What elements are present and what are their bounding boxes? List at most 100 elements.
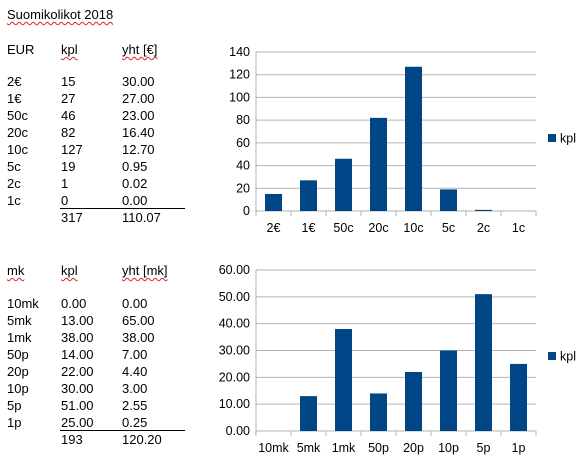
sum-cell: 0.95 [122,159,148,174]
x-tick-label: 50c [333,221,353,235]
denomination-cell: 20p [7,364,29,379]
header-eur: EUR [7,42,35,57]
bar-1p [510,363,527,431]
sum-cell: 0.00 [122,296,148,311]
x-tick-label: 10p [438,441,459,455]
y-tick-label: 20.00 [219,370,250,384]
bar-1mk [335,329,352,431]
denomination-cell: 50p [7,347,29,362]
sum-cell: 4.40 [122,364,148,379]
header-kpl: kpl [61,42,78,57]
sum-cell: 38.00 [122,330,155,345]
x-tick-label: 10c [403,221,423,235]
count-cell: 27 [61,91,76,106]
totals-rule [60,208,185,209]
bar-5p [475,294,492,431]
x-tick-label: 5c [442,221,455,235]
legend-label: kpl [560,132,576,146]
y-tick-label: 0 [243,204,250,218]
count-cell: 1 [61,176,69,191]
legend-swatch [548,134,556,142]
y-tick-label: 30.00 [219,344,250,358]
denomination-cell: 5mk [7,313,32,328]
total-sum: 110.07 [122,210,161,225]
sheet-title: Suomikolikot 2018 [7,7,114,22]
denomination-cell: 10mk [7,296,39,311]
bar-5c [440,189,457,211]
bar-10c [405,66,422,211]
x-tick-label: 50p [368,441,389,455]
x-tick-label: 1mk [332,441,356,455]
header-kpl: kpl [61,263,78,278]
denomination-cell: 5p [7,398,22,413]
y-tick-label: 50.00 [219,290,250,304]
x-tick-label: 5p [477,441,491,455]
x-tick-label: 5mk [297,441,321,455]
total-kpl: 193 [61,432,83,447]
total-kpl: 317 [61,210,83,225]
y-tick-label: 40.00 [219,317,250,331]
y-tick-label: 60 [236,136,250,150]
count-cell: 25.00 [61,415,94,430]
y-tick-label: 40 [236,159,250,173]
count-cell: 38.00 [61,330,94,345]
bar-50c [335,158,352,211]
bar-10p [440,350,457,431]
denomination-cell: 1c [7,193,21,208]
bar-50p [370,393,387,431]
count-cell: 51.00 [61,398,94,413]
y-tick-label: 100 [229,90,250,104]
header-total: yht [mk] [122,263,168,278]
sum-cell: 0.02 [122,176,148,191]
count-cell: 0.00 [61,296,87,311]
sum-cell: 27.00 [122,91,155,106]
legend-label: kpl [560,350,576,364]
x-tick-label: 20p [403,441,424,455]
header-total: yht [€] [122,42,158,57]
x-tick-label: 1p [512,441,526,455]
count-cell: 19 [61,159,76,174]
bar-5mk [300,396,317,431]
denomination-cell: 2€ [7,74,22,89]
denomination-cell: 1mk [7,330,32,345]
denomination-cell: 20c [7,125,28,140]
x-tick-label: 2€ [267,221,281,235]
count-cell: 15 [61,74,76,89]
totals-rule [60,430,185,431]
y-tick-label: 140 [229,45,250,59]
y-tick-label: 80 [236,113,250,127]
denomination-cell: 10p [7,381,29,396]
total-sum: 120.20 [122,432,162,447]
sum-cell: 12.70 [122,142,155,157]
count-cell: 0 [61,193,69,208]
header-mk: mk [7,263,25,278]
x-tick-label: 2c [477,221,490,235]
bar-20c [370,117,387,211]
bar-1€ [300,180,317,211]
count-cell: 82 [61,125,76,140]
sum-cell: 23.00 [122,108,155,123]
sum-cell: 3.00 [122,381,148,396]
bar-20p [405,371,422,431]
sum-cell: 30.00 [122,74,155,89]
x-tick-label: 20c [368,221,388,235]
bar-2€ [265,193,282,211]
y-tick-label: 60.00 [219,263,250,277]
count-cell: 127 [61,142,83,157]
count-cell: 30.00 [61,381,94,396]
denomination-cell: 50c [7,108,28,123]
sum-cell: 16.40 [122,125,155,140]
bar-2c [475,209,492,211]
y-tick-label: 10.00 [219,397,250,411]
count-cell: 22.00 [61,364,94,379]
legend-swatch [548,352,556,360]
denomination-cell: 1€ [7,91,22,106]
denomination-cell: 10c [7,142,28,157]
x-tick-label: 1€ [302,221,316,235]
denomination-cell: 2c [7,176,21,191]
sum-cell: 7.00 [122,347,148,362]
x-tick-label: 1c [512,221,525,235]
count-cell: 13.00 [61,313,94,328]
denomination-cell: 5c [7,159,21,174]
